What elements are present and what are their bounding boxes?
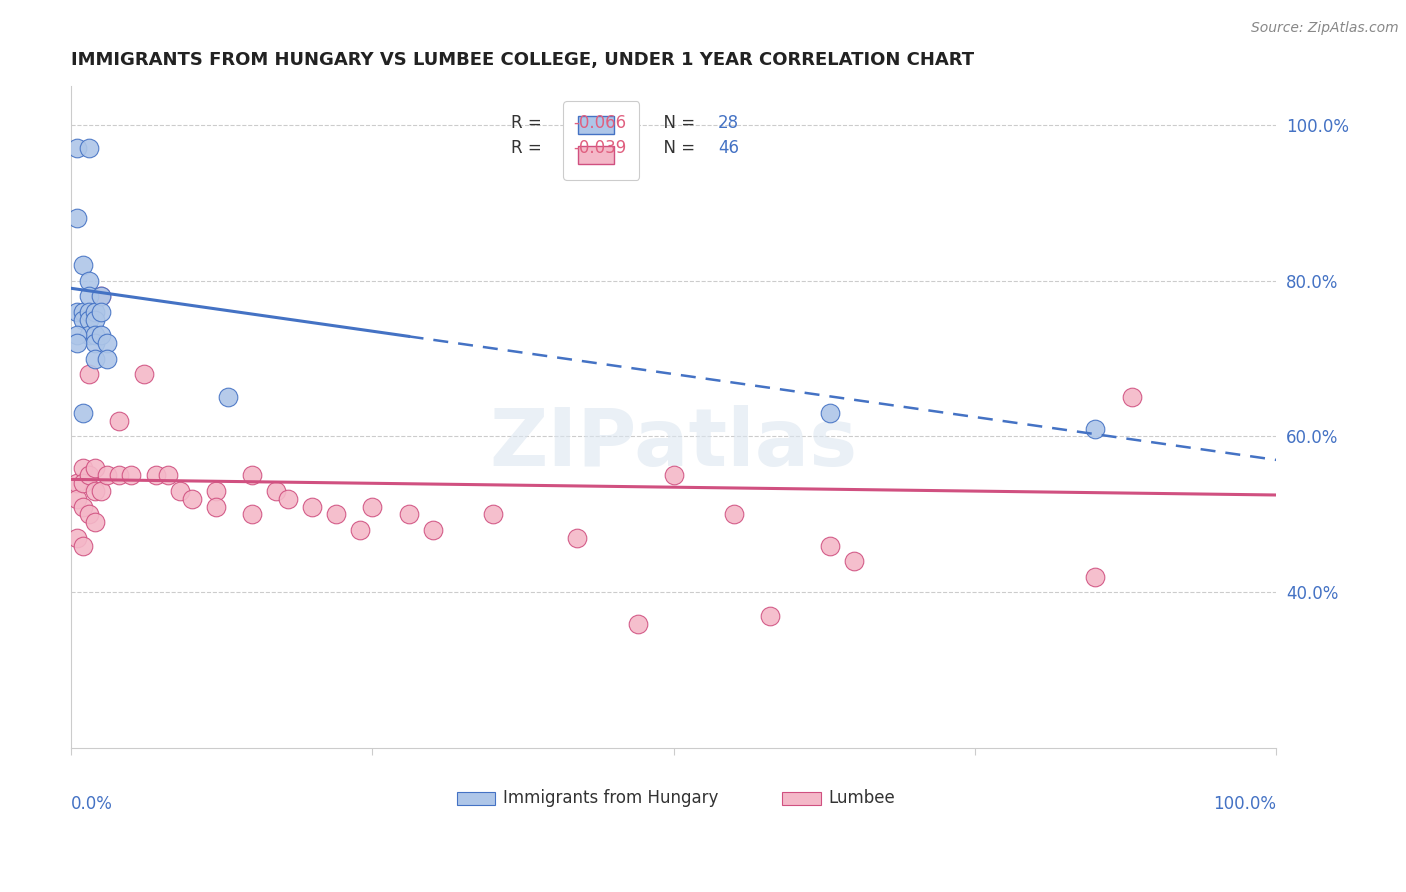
Point [240, 468, 263, 483]
Point [66, 328, 89, 343]
Point [66, 531, 89, 545]
Point [84, 328, 107, 343]
Text: 0.0%: 0.0% [72, 795, 112, 813]
Point [79, 468, 101, 483]
Point [482, 508, 505, 522]
Point [240, 508, 263, 522]
Text: Immigrants from Hungary: Immigrants from Hungary [502, 789, 718, 807]
Point [325, 508, 347, 522]
Point [132, 367, 155, 381]
FancyBboxPatch shape [457, 791, 495, 805]
Point [66, 304, 89, 318]
Point [66, 476, 89, 491]
Text: 46: 46 [718, 139, 740, 158]
Point [662, 468, 685, 483]
Text: 28: 28 [718, 113, 740, 132]
Point [121, 468, 143, 483]
Point [349, 523, 371, 537]
Point [84, 335, 107, 350]
Legend: , : , [564, 101, 640, 179]
Point [205, 484, 228, 499]
Point [277, 491, 299, 506]
Point [422, 523, 444, 537]
Point [820, 539, 842, 553]
Text: N =: N = [654, 113, 700, 132]
Point [361, 500, 384, 514]
Point [96, 468, 118, 483]
Point [145, 468, 167, 483]
Point [723, 508, 745, 522]
Text: Source: ZipAtlas.com: Source: ZipAtlas.com [1251, 21, 1399, 35]
Text: Lumbee: Lumbee [828, 789, 894, 807]
Point [84, 460, 107, 475]
Point [217, 391, 239, 405]
Point [90, 289, 112, 303]
Point [205, 500, 228, 514]
Point [759, 608, 782, 623]
Text: -0.039: -0.039 [574, 139, 627, 158]
Point [96, 335, 118, 350]
Point [84, 312, 107, 326]
Point [66, 141, 89, 155]
Point [90, 484, 112, 499]
Point [90, 328, 112, 343]
Point [79, 289, 101, 303]
Point [72, 258, 94, 272]
Point [108, 414, 131, 428]
Text: N =: N = [654, 139, 700, 158]
Point [66, 211, 89, 226]
Point [79, 273, 101, 287]
Point [90, 304, 112, 318]
Point [169, 484, 191, 499]
Point [72, 460, 94, 475]
Point [844, 554, 866, 568]
Point [79, 508, 101, 522]
Point [96, 351, 118, 366]
Point [156, 468, 179, 483]
Point [72, 539, 94, 553]
Point [626, 616, 648, 631]
Point [79, 141, 101, 155]
FancyBboxPatch shape [782, 791, 821, 805]
Point [1084, 422, 1107, 436]
Point [84, 304, 107, 318]
Point [301, 500, 323, 514]
Text: ZIPatlas: ZIPatlas [489, 404, 858, 483]
Point [84, 516, 107, 530]
Text: 100.0%: 100.0% [1213, 795, 1277, 813]
Point [398, 508, 420, 522]
Point [72, 406, 94, 420]
Text: IMMIGRANTS FROM HUNGARY VS LUMBEE COLLEGE, UNDER 1 YEAR CORRELATION CHART: IMMIGRANTS FROM HUNGARY VS LUMBEE COLLEG… [72, 51, 974, 69]
Point [79, 312, 101, 326]
Point [90, 289, 112, 303]
Text: R =: R = [510, 139, 547, 158]
Point [72, 304, 94, 318]
Point [1121, 391, 1143, 405]
Point [84, 351, 107, 366]
Point [264, 484, 287, 499]
Point [66, 335, 89, 350]
Point [84, 484, 107, 499]
Point [72, 500, 94, 514]
Point [72, 476, 94, 491]
Point [79, 367, 101, 381]
Point [72, 312, 94, 326]
Text: R =: R = [510, 113, 547, 132]
Point [108, 468, 131, 483]
Point [180, 491, 202, 506]
Point [567, 531, 589, 545]
Point [79, 328, 101, 343]
Point [79, 304, 101, 318]
Point [820, 406, 842, 420]
Point [1084, 570, 1107, 584]
Text: -0.066: -0.066 [574, 113, 627, 132]
Point [66, 491, 89, 506]
